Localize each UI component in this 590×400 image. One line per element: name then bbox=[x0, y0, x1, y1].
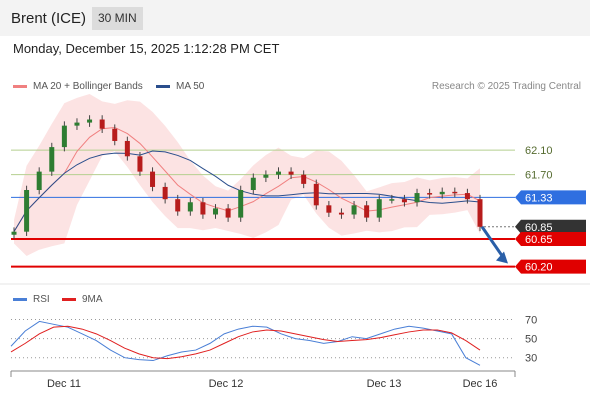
level-tag-3 bbox=[515, 219, 586, 234]
candle-body bbox=[477, 199, 483, 227]
level-label-5: 60.20 bbox=[525, 262, 553, 274]
chart-header: Brent (ICE) 30 MIN bbox=[0, 0, 590, 36]
level-label-2: 61.33 bbox=[525, 192, 553, 204]
rsi-line bbox=[10, 320, 481, 366]
candle-body bbox=[150, 171, 156, 187]
candle-body bbox=[301, 174, 307, 184]
candle-body bbox=[175, 199, 181, 212]
candle-body bbox=[112, 128, 118, 141]
rsi-level-label-1: 50 bbox=[525, 334, 537, 346]
candle-body bbox=[326, 205, 332, 213]
candle-body bbox=[275, 171, 281, 175]
ma20-swatch bbox=[13, 84, 27, 88]
forecast-arrow bbox=[480, 225, 506, 260]
candle-body bbox=[351, 205, 357, 215]
level-label-3: 60.85 bbox=[525, 222, 553, 234]
legend-ma20-label: MA 20 + Bollinger Bands bbox=[33, 81, 143, 92]
ma50-swatch bbox=[156, 84, 170, 88]
level-label-0: 62.10 bbox=[525, 145, 553, 157]
candle-body bbox=[225, 208, 231, 218]
level-tag-5 bbox=[515, 259, 586, 274]
x-tick-label: Dec 13 bbox=[367, 378, 402, 390]
legend-ma50: MA 50 bbox=[156, 81, 204, 92]
candle-body bbox=[250, 177, 256, 190]
legend-rsi-label: RSI bbox=[33, 294, 50, 305]
candle-body bbox=[452, 191, 458, 194]
candle-body bbox=[87, 119, 93, 123]
level-label-1: 61.70 bbox=[525, 170, 553, 182]
candle-body bbox=[24, 190, 30, 232]
candle-body bbox=[187, 202, 193, 212]
candle-body bbox=[137, 156, 143, 172]
candle-body bbox=[200, 202, 206, 215]
legend-ma50-label: MA 50 bbox=[176, 81, 205, 92]
candle-body bbox=[124, 140, 130, 157]
candle-body bbox=[464, 193, 470, 200]
candle-body bbox=[11, 231, 17, 235]
timeframe-button[interactable]: 30 MIN bbox=[92, 7, 143, 30]
candle-body bbox=[162, 186, 168, 200]
candle-body bbox=[263, 174, 269, 178]
candle-body bbox=[427, 193, 433, 195]
candle-body bbox=[439, 191, 445, 195]
candle-body bbox=[36, 171, 42, 190]
x-tick-label: Dec 16 bbox=[463, 378, 498, 390]
chart-datetime: Monday, December 15, 2025 1:12:28 PM CET bbox=[13, 41, 280, 56]
candle-body bbox=[364, 205, 370, 218]
candle-body bbox=[49, 147, 55, 172]
candle-body bbox=[74, 122, 80, 126]
legend-rsi: RSI bbox=[13, 294, 50, 305]
candle-body bbox=[401, 199, 407, 203]
rsi-ma-line bbox=[10, 325, 481, 360]
level-label-4: 60.65 bbox=[525, 234, 553, 246]
candle-body bbox=[238, 190, 244, 218]
x-tick-label: Dec 11 bbox=[47, 378, 81, 390]
legend-rsi-ma-label: 9MA bbox=[82, 294, 103, 305]
candle-body bbox=[338, 212, 344, 215]
ma20-line bbox=[13, 126, 481, 232]
instrument-title: Brent (ICE) bbox=[11, 10, 87, 27]
legend-ma20: MA 20 + Bollinger Bands bbox=[13, 81, 143, 92]
candle-body bbox=[376, 199, 382, 218]
candle-body bbox=[313, 183, 319, 206]
candle-body bbox=[61, 125, 67, 148]
rsi-level-label-0: 70 bbox=[525, 315, 537, 327]
level-tag-2 bbox=[515, 190, 586, 205]
rsi-level-label-2: 30 bbox=[525, 353, 537, 365]
legend-rsi-ma: 9MA bbox=[62, 294, 103, 305]
rsi-swatch bbox=[13, 297, 27, 301]
candle-body bbox=[389, 199, 395, 201]
candle-body bbox=[213, 208, 219, 215]
candle-body bbox=[99, 119, 105, 129]
x-tick-label: Dec 12 bbox=[209, 378, 244, 390]
rsi-ma-swatch bbox=[62, 297, 76, 301]
ma50-line bbox=[13, 150, 481, 232]
forecast-arrowhead bbox=[496, 251, 508, 264]
research-credit: Research © 2025 Trading Central bbox=[431, 81, 581, 92]
candle-body bbox=[414, 193, 420, 203]
candle-body bbox=[288, 171, 294, 175]
level-tag-4 bbox=[515, 232, 586, 247]
